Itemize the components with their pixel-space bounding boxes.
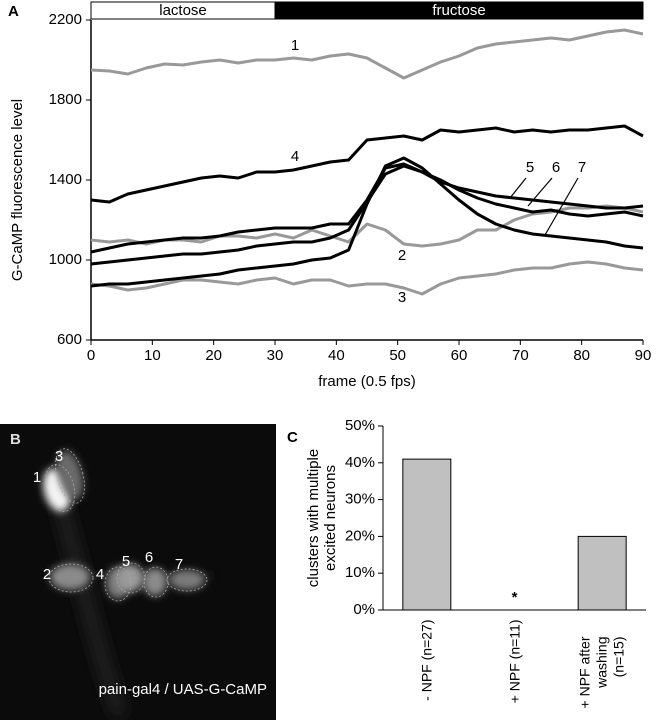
x-tick-label: 70: [512, 347, 529, 364]
x-tick-label: 0: [87, 347, 95, 364]
y-tick-label: 40%: [345, 454, 375, 471]
label-leader: [544, 177, 579, 236]
x-tick-label: - NPF (n=27): [418, 619, 435, 701]
condition-label: fructose: [432, 2, 485, 19]
y-tick-label: 1400: [49, 171, 82, 188]
x-tick-label: 10: [144, 347, 161, 364]
series-label: 6: [552, 159, 560, 176]
y-tick-label: 10%: [345, 564, 375, 581]
series-label: 7: [578, 159, 586, 176]
data-line: [90, 156, 644, 288]
series-label: 5: [526, 159, 534, 176]
micrograph: [43, 448, 211, 717]
series-label: 3: [398, 289, 406, 306]
bar: [402, 458, 452, 611]
x-tick-label: + NPF after washing (n=15): [576, 636, 627, 709]
label-leader: [509, 177, 527, 199]
y-tick-label: 50%: [345, 417, 375, 434]
image-caption: pain-gal4 / UAS-G-CaMP: [99, 681, 267, 698]
data-line: [90, 164, 644, 266]
cell-label: 2: [43, 566, 51, 583]
cell-label: 4: [96, 566, 104, 583]
y-axis-label: G-CaMP fluorescence level: [9, 99, 26, 281]
y-tick-label: 0%: [353, 601, 375, 618]
panel-label: A: [8, 3, 19, 20]
x-tick-label: 30: [267, 347, 284, 364]
x-tick-label: 90: [635, 347, 652, 364]
data-line: [90, 260, 644, 296]
cell-label: 7: [175, 556, 183, 573]
y-axis-label: clusters with multiple excited neurons: [305, 448, 339, 588]
x-tick-label: 40: [328, 347, 345, 364]
series-label: 1: [291, 37, 299, 54]
x-tick-label: 50: [389, 347, 406, 364]
series-label: 2: [398, 247, 406, 264]
data-line: [90, 204, 644, 248]
x-tick-label: 20: [205, 347, 222, 364]
y-tick-label: 1800: [49, 91, 82, 108]
condition-bar: [274, 1, 644, 20]
cell-label: 5: [122, 553, 130, 570]
x-tick-label: 60: [451, 347, 468, 364]
y-tick-label: 30%: [345, 491, 375, 508]
panel-label: B: [10, 431, 21, 448]
annotation: *: [512, 589, 518, 606]
y-tick-label: 2200: [49, 11, 82, 28]
y-tick-label: 600: [57, 331, 82, 348]
data-line: [90, 28, 644, 80]
y-tick-label: 1000: [49, 251, 82, 268]
x-tick-label: 80: [573, 347, 590, 364]
cell-label: 6: [145, 549, 153, 566]
condition-label: lactose: [159, 2, 207, 19]
data-line: [90, 124, 644, 204]
label-leader: [527, 177, 553, 207]
cell-label: 3: [55, 448, 63, 465]
cell-label: 1: [33, 469, 41, 486]
bar: [577, 535, 627, 611]
x-axis-label: frame (0.5 fps): [318, 373, 416, 390]
panel-label: C: [287, 429, 298, 446]
y-tick-label: 20%: [345, 527, 375, 544]
x-tick-label: + NPF (n=11): [506, 619, 522, 704]
series-label: 4: [291, 148, 299, 165]
